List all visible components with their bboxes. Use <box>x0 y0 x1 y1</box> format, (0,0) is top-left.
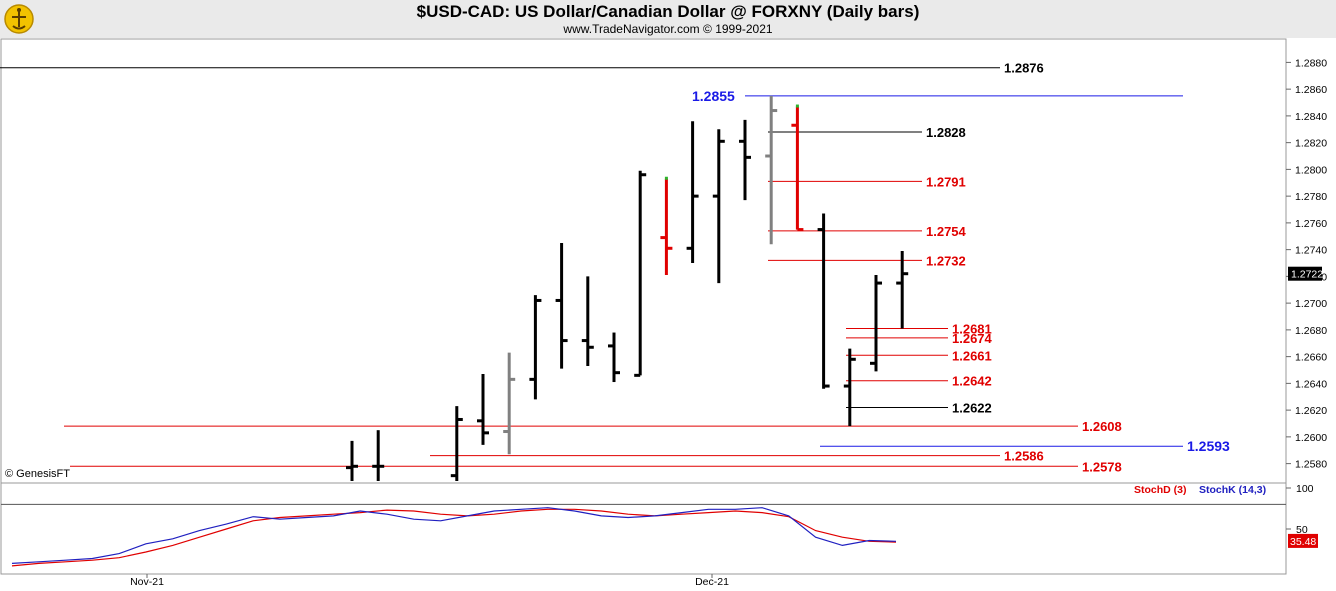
level-label-1-2661: 1.2661 <box>952 348 992 363</box>
level-label-1-2642: 1.2642 <box>952 374 992 389</box>
level-label-1-2674: 1.2674 <box>952 331 993 346</box>
chart-subtitle: www.TradeNavigator.com © 1999-2021 <box>563 22 773 36</box>
level-label-1-2622: 1.2622 <box>952 400 992 415</box>
legend-stochd: StochD (3) <box>1134 484 1187 496</box>
level-label-1-2791: 1.2791 <box>926 174 966 189</box>
legend-stochk: StochK (14,3) <box>1199 484 1266 496</box>
price-tick-label: 1.2580 <box>1295 459 1327 471</box>
level-label-1-2876: 1.2876 <box>1004 61 1044 76</box>
last-price-label: 1.2722 <box>1291 269 1323 281</box>
level-label-1-2732: 1.2732 <box>926 253 966 268</box>
price-tick-label: 1.2800 <box>1295 164 1327 176</box>
level-label-1-2578: 1.2578 <box>1082 459 1122 474</box>
watermark: © GenesisFT <box>5 468 70 480</box>
bar-high-marker <box>795 104 799 108</box>
price-tick-label: 1.2820 <box>1295 138 1327 150</box>
time-tick-label: Dec-21 <box>695 576 729 588</box>
price-tick-label: 1.2760 <box>1295 218 1327 230</box>
price-tick-label: 1.2880 <box>1295 57 1327 69</box>
price-tick-label: 1.2680 <box>1295 325 1327 337</box>
price-tick-label: 1.2780 <box>1295 191 1327 203</box>
price-tick-label: 1.2600 <box>1295 432 1327 444</box>
stoch-last-tag <box>1288 533 1318 548</box>
stoch-line-d <box>11 508 897 567</box>
price-tick-label: 1.2620 <box>1295 405 1327 417</box>
price-tick-label: 1.2860 <box>1295 84 1327 96</box>
stoch-tick-label: 100 <box>1296 483 1314 495</box>
price-tick-label: 1.2840 <box>1295 111 1327 123</box>
price-tick-label: 1.2640 <box>1295 378 1327 390</box>
level-label-1-2586: 1.2586 <box>1004 449 1044 464</box>
stoch-panel-frame <box>0 482 1287 575</box>
level-label-1-2828: 1.2828 <box>926 125 966 140</box>
price-tick-label: 1.2700 <box>1295 298 1327 310</box>
chart-header <box>0 0 1336 38</box>
level-label-1-2681: 1.2681 <box>952 322 992 337</box>
level-label-1-2754: 1.2754 <box>926 224 967 239</box>
price-panel-frame <box>0 38 1287 484</box>
chart-title: $USD-CAD: US Dollar/Canadian Dollar @ FO… <box>416 2 920 21</box>
bar-high-marker <box>664 176 668 180</box>
stoch-line-k <box>11 507 897 564</box>
stoch-tick-label: 50 <box>1296 524 1308 536</box>
level-label-1-2608: 1.2608 <box>1082 419 1122 434</box>
level-label-1-2593: 1.2593 <box>1187 438 1230 454</box>
price-tick-label: 1.2740 <box>1295 245 1327 257</box>
price-tick-label: 1.2660 <box>1295 352 1327 364</box>
time-tick-label: Nov-21 <box>130 576 164 588</box>
stoch-last-label: 35.48 <box>1290 536 1316 548</box>
logo-icon <box>4 4 34 34</box>
last-price-tag <box>1288 266 1322 281</box>
level-label-1-2855: 1.2855 <box>692 88 735 104</box>
